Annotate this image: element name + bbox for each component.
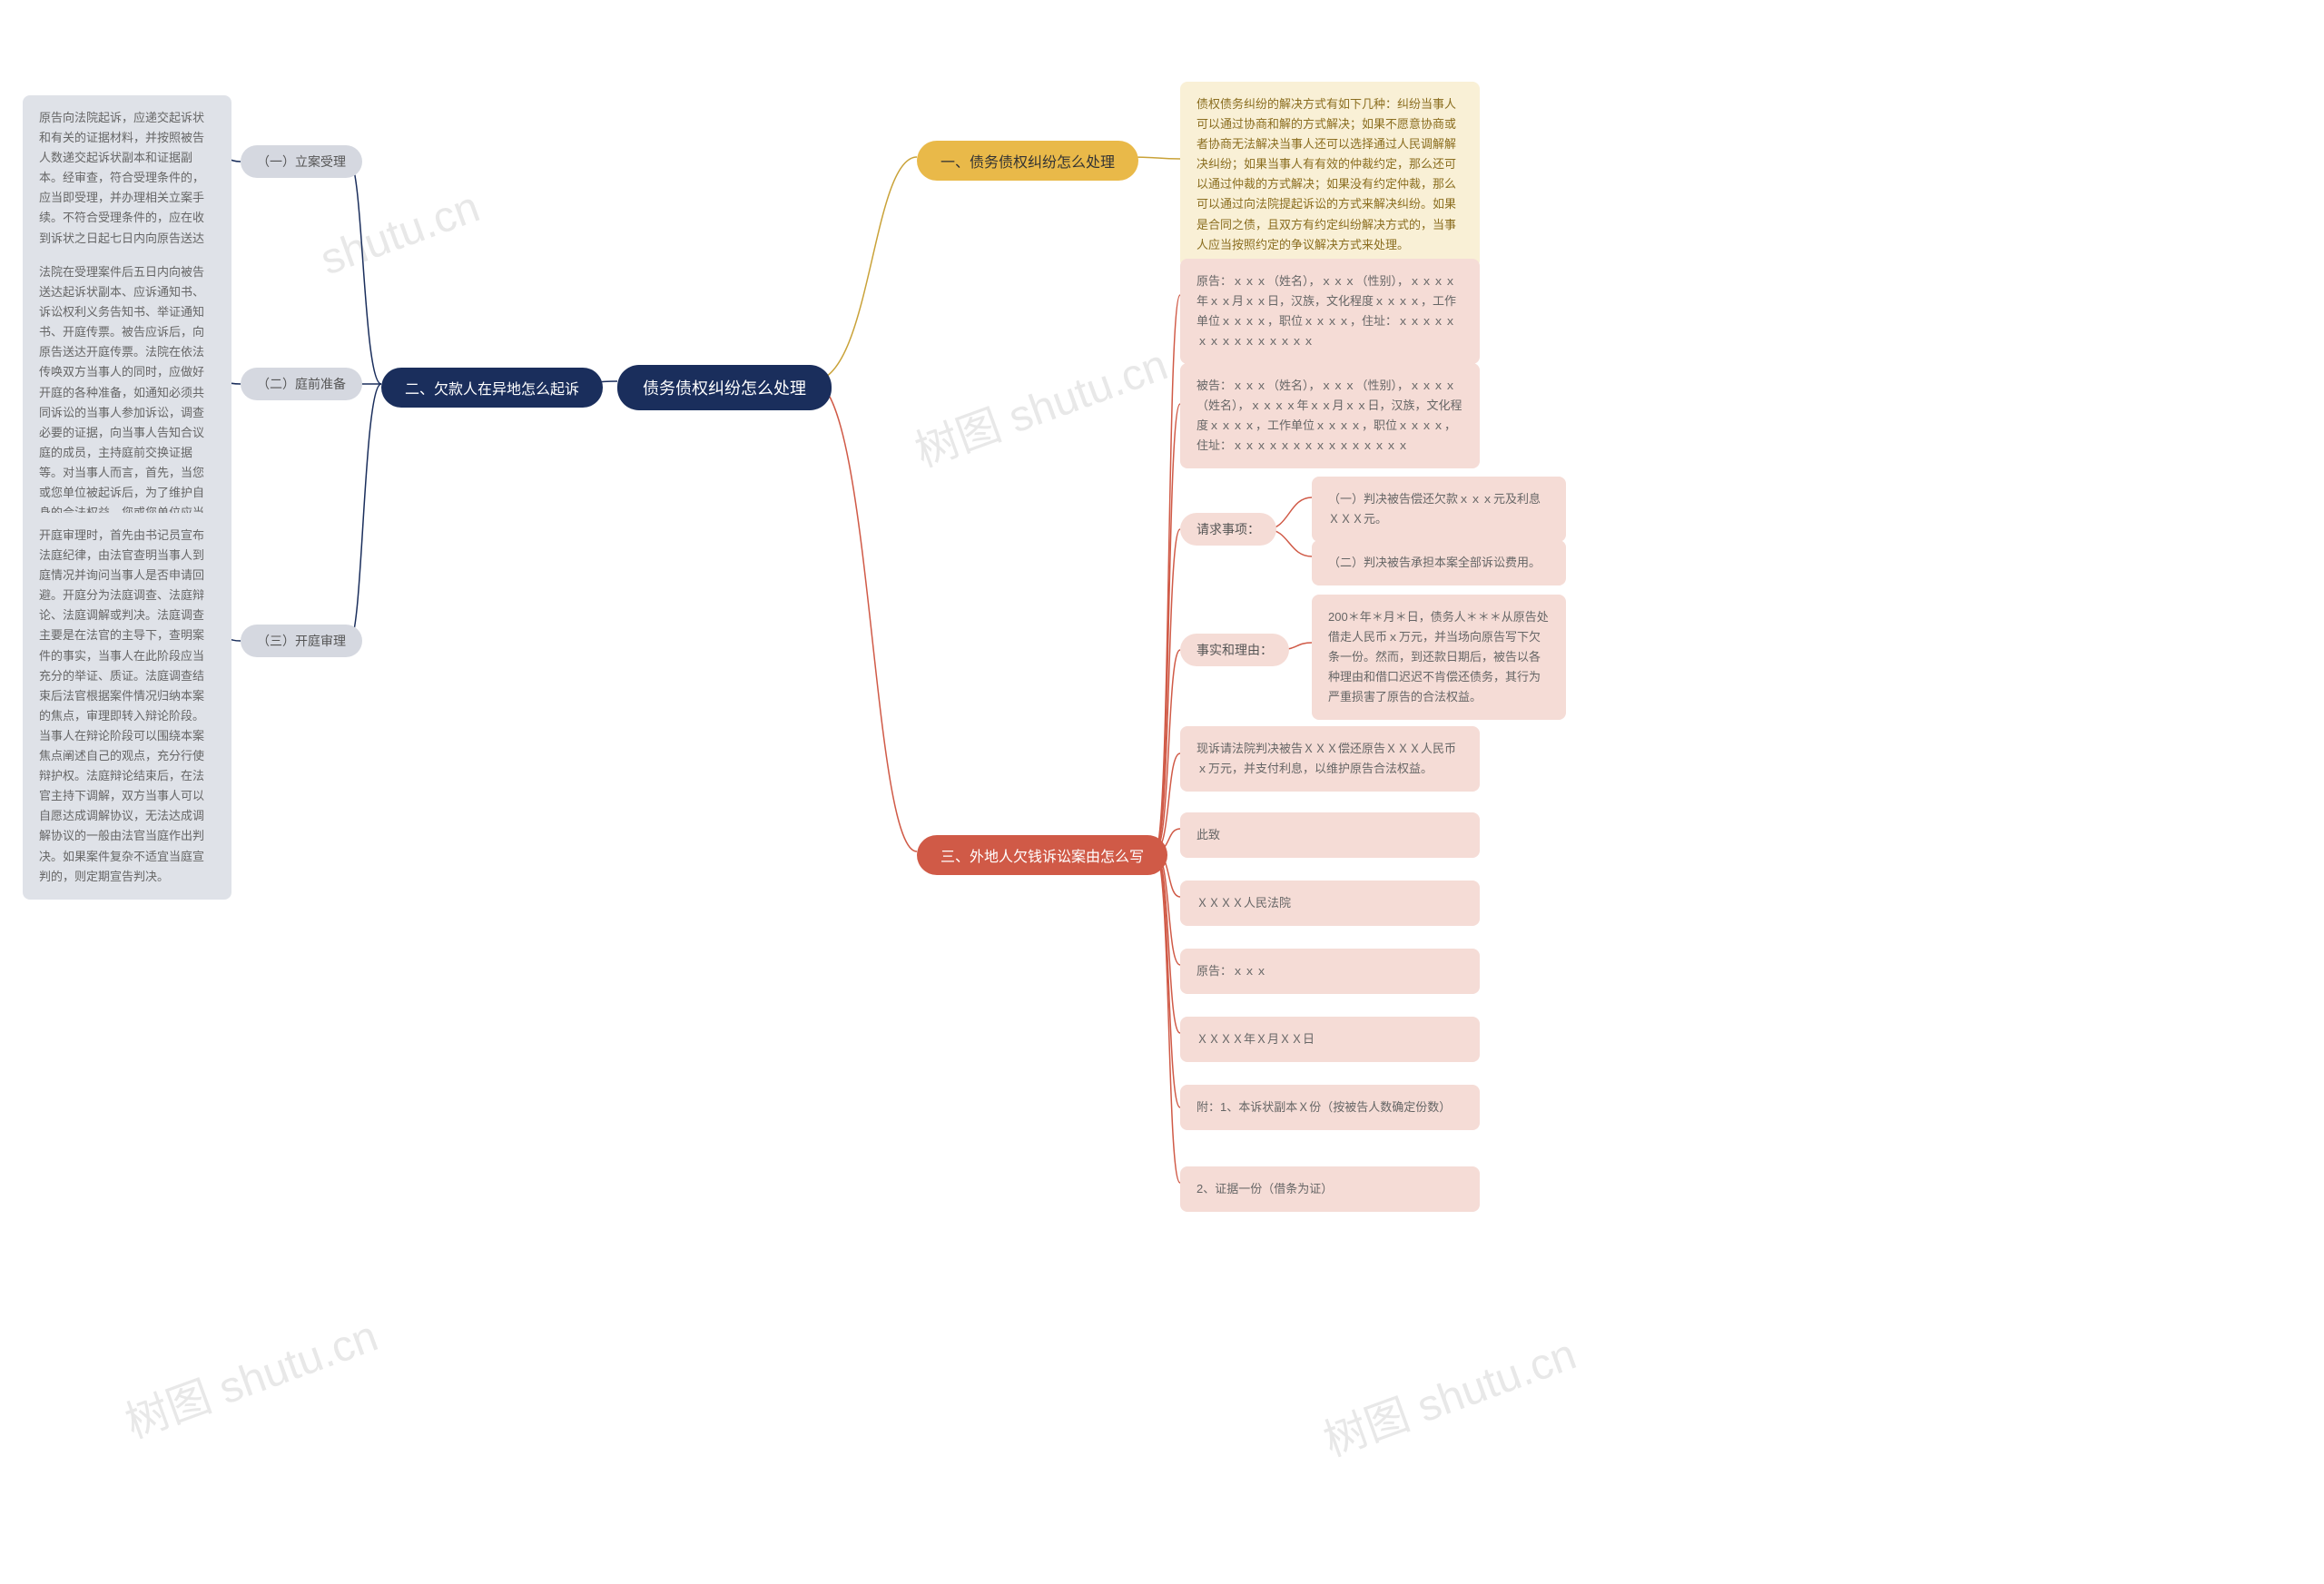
watermark: 树图 shutu.cn (1314, 1318, 1583, 1468)
branch-3-leaf-8: ＸＸＸＸ年Ｘ月ＸＸ日 (1180, 1017, 1480, 1062)
branch-2[interactable]: 二、欠款人在异地怎么起诉 (381, 368, 603, 408)
branch-2-sub-2[interactable]: （二）庭前准备 (241, 368, 362, 400)
branch-2-sub-1[interactable]: （一）立案受理 (241, 145, 362, 178)
branch-3-leaf-2[interactable]: 请求事项： (1180, 513, 1276, 546)
branch-3-leaf-5: 此致 (1180, 812, 1480, 858)
branch-2-sub-3[interactable]: （三）开庭审理 (241, 625, 362, 657)
branch-3-leaf-6: ＸＸＸＸ人民法院 (1180, 881, 1480, 926)
branch-1-detail: 债权债务纠纷的解决方式有如下几种：纠纷当事人可以通过协商和解的方式解决；如果不愿… (1180, 82, 1480, 268)
branch-3-leaf-1: 被告：ｘｘｘ（姓名），ｘｘｘ（性别），ｘｘｘｘ（姓名），ｘｘｘｘ年ｘｘ月ｘｘ日，… (1180, 363, 1480, 468)
branch-3-leaf-2-child-1: （二）判决被告承担本案全部诉讼费用。 (1312, 540, 1566, 585)
branch-2-sub-3-detail: 开庭审理时，首先由书记员宣布法庭纪律，由法官查明当事人到庭情况并询问当事人是否申… (23, 513, 231, 900)
branch-3-leaf-3-child-0: 200＊年＊月＊日，债务人＊＊＊从原告处借走人民币ｘ万元，并当场向原告写下欠条一… (1312, 595, 1566, 720)
edge-layer (0, 0, 2324, 1584)
watermark: 树图 shutu.cn (905, 329, 1175, 478)
branch-3-leaf-7: 原告：ｘｘｘ (1180, 949, 1480, 994)
branch-3-leaf-0: 原告：ｘｘｘ（姓名），ｘｘｘ（性别），ｘｘｘｘ年ｘｘ月ｘｘ日，汉族，文化程度ｘｘ… (1180, 259, 1480, 364)
branch-3-leaf-3[interactable]: 事实和理由： (1180, 634, 1289, 666)
watermark: shutu.cn (314, 182, 486, 286)
branch-3-leaf-4: 现诉请法院判决被告ＸＸＸ偿还原告ＸＸＸ人民币ｘ万元，并支付利息，以维护原告合法权… (1180, 726, 1480, 792)
watermark: 树图 shutu.cn (115, 1300, 385, 1450)
center-node[interactable]: 债务债权纠纷怎么处理 (617, 365, 832, 410)
branch-3-leaf-9: 附：1、本诉状副本Ｘ份（按被告人数确定份数） (1180, 1085, 1480, 1130)
branch-3[interactable]: 三、外地人欠钱诉讼案由怎么写 (917, 835, 1167, 875)
branch-1[interactable]: 一、债务债权纠纷怎么处理 (917, 141, 1138, 181)
branch-3-leaf-2-child-0: （一）判决被告偿还欠款ｘｘｘ元及利息ＸＸＸ元。 (1312, 477, 1566, 542)
branch-3-leaf-10: 2、证据一份（借条为证） (1180, 1166, 1480, 1212)
